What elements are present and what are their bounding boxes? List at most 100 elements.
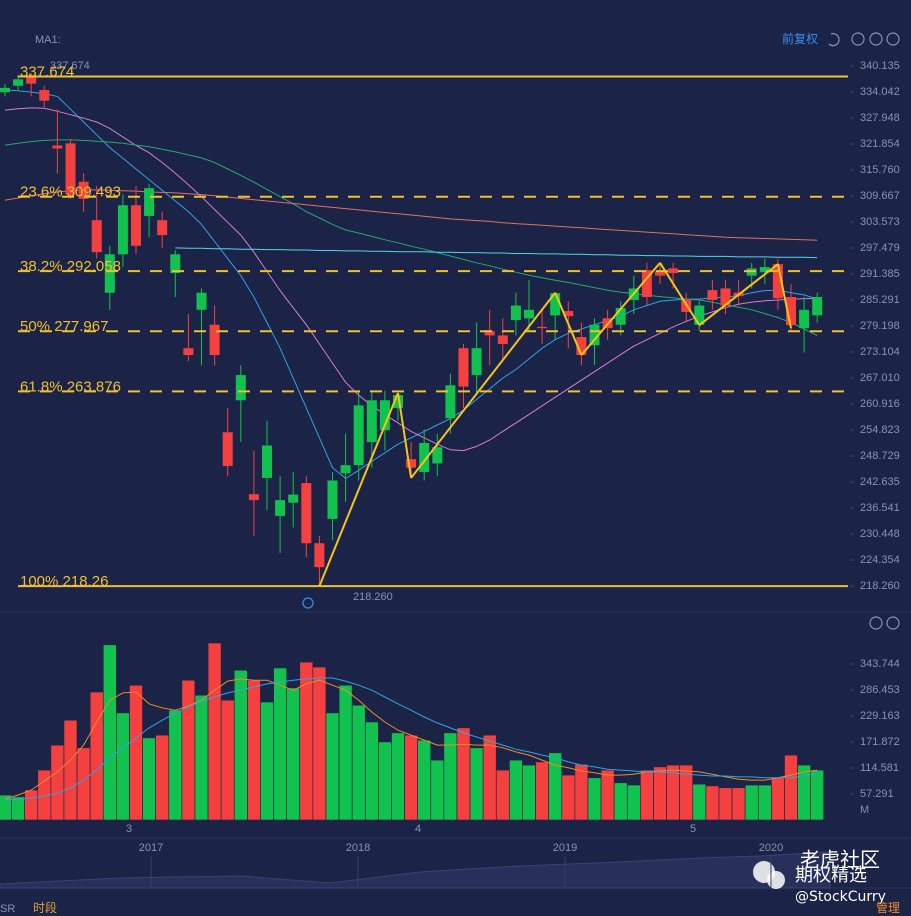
volume-bar — [155, 734, 169, 821]
volume-bar — [364, 721, 379, 821]
volume-bar — [613, 782, 628, 821]
reset-icon[interactable] — [828, 33, 840, 47]
volume-bar — [705, 785, 720, 821]
candle-body — [209, 324, 220, 356]
candle-body — [707, 290, 718, 300]
volume-bar — [574, 763, 589, 821]
volume-bar — [653, 766, 667, 821]
zoom-out-icon[interactable] — [851, 32, 865, 46]
zoom-in-icon[interactable] — [869, 32, 883, 46]
zigzag-segment — [580, 262, 661, 356]
price-ref: 337.674 — [50, 60, 90, 72]
volume-bar — [338, 684, 353, 821]
candle-body — [799, 309, 810, 329]
candle-body — [353, 405, 364, 466]
volume-ma-line — [4, 678, 818, 800]
volume-bar — [391, 732, 405, 821]
candle-body — [576, 337, 587, 356]
footer-label[interactable]: SR — [0, 903, 15, 915]
y-tick-label: 229.163 — [860, 710, 900, 722]
volume-bar — [142, 737, 156, 821]
volume-bar — [247, 679, 261, 821]
candle-body — [484, 331, 495, 336]
candle-body — [131, 205, 141, 246]
volume-bar — [24, 789, 39, 821]
candle-body — [144, 188, 155, 216]
session-button[interactable]: 时段 — [33, 900, 57, 915]
y-tick-label: 254.823 — [860, 424, 900, 436]
ma-line — [175, 247, 818, 259]
candle-body — [694, 305, 705, 325]
x-tick-label: 3 — [126, 823, 132, 835]
volume-bar — [207, 642, 222, 821]
candle-body — [314, 543, 325, 568]
volume-bar — [312, 666, 327, 821]
fib-label: 50% 277.967 — [20, 318, 108, 335]
settings-icon[interactable] — [886, 32, 900, 46]
candle-body — [91, 220, 102, 253]
zigzag-segment — [776, 263, 792, 329]
zigzag-segment — [318, 392, 399, 587]
y-tick-label: 230.448 — [860, 528, 900, 540]
manage-button[interactable]: 管理 — [876, 900, 900, 915]
volume-bar — [640, 769, 654, 821]
volume-bar — [234, 669, 248, 821]
adjust-button[interactable]: 前复权 — [782, 31, 818, 46]
zigzag-segment — [410, 292, 556, 479]
y-tick-label: 171.872 — [860, 736, 900, 748]
y-tick-label: 343.744 — [860, 658, 900, 670]
candle-body — [537, 326, 548, 329]
candle-body — [615, 308, 626, 325]
volume-bar — [220, 699, 235, 821]
candle-body — [641, 270, 652, 297]
volume-bar — [417, 739, 432, 821]
candle-body — [419, 442, 430, 472]
candle-body — [13, 79, 24, 86]
y-tick-label: 248.729 — [860, 450, 900, 462]
candle-body — [497, 335, 508, 344]
candle-body — [772, 264, 783, 299]
volume-bar — [89, 691, 104, 821]
y-tick-label: 224.354 — [860, 554, 900, 566]
y-tick-label: 236.541 — [860, 502, 900, 514]
candle-body — [471, 348, 482, 376]
fib-label: 23.6% 309.493 — [20, 184, 121, 201]
settings-icon[interactable] — [886, 616, 900, 630]
y-tick-label: 273.104 — [860, 346, 900, 358]
candle-body — [78, 181, 89, 199]
fib-label: 38.2% 292.058 — [20, 258, 121, 275]
volume-bar — [692, 783, 707, 821]
candle-body — [39, 89, 50, 101]
candle-body — [786, 296, 796, 326]
close-icon[interactable] — [869, 616, 883, 630]
fib-label: 100% 218.26 — [20, 573, 108, 590]
volume-bar — [810, 769, 825, 821]
candle-body — [301, 483, 312, 544]
candle-body — [340, 465, 351, 474]
candle-body — [589, 324, 600, 346]
candle-body — [235, 375, 246, 401]
y-tick-label: 321.854 — [860, 138, 900, 150]
y-tick-label: 291.385 — [860, 268, 900, 280]
x-tick-label: 2017 — [139, 842, 163, 854]
candle-body — [275, 500, 286, 516]
zigzag-segment — [397, 392, 413, 479]
y-tick-label: 267.010 — [860, 372, 900, 384]
wechat-bubble — [767, 871, 785, 889]
volume-bar — [784, 754, 798, 821]
volume-bar — [103, 644, 117, 821]
candle-body — [104, 254, 115, 293]
fib-label: 61.8% 263.876 — [20, 378, 121, 395]
candle-body — [432, 447, 443, 464]
y-tick-label: 279.198 — [860, 320, 900, 332]
volume-bar — [50, 744, 65, 821]
candle-body — [720, 288, 731, 306]
candle-body — [26, 76, 37, 84]
x-tick-label: 5 — [690, 823, 696, 835]
candle-body — [668, 268, 679, 274]
volume-bar — [351, 704, 366, 821]
volume-bar — [509, 759, 523, 821]
candle-body — [248, 494, 259, 501]
